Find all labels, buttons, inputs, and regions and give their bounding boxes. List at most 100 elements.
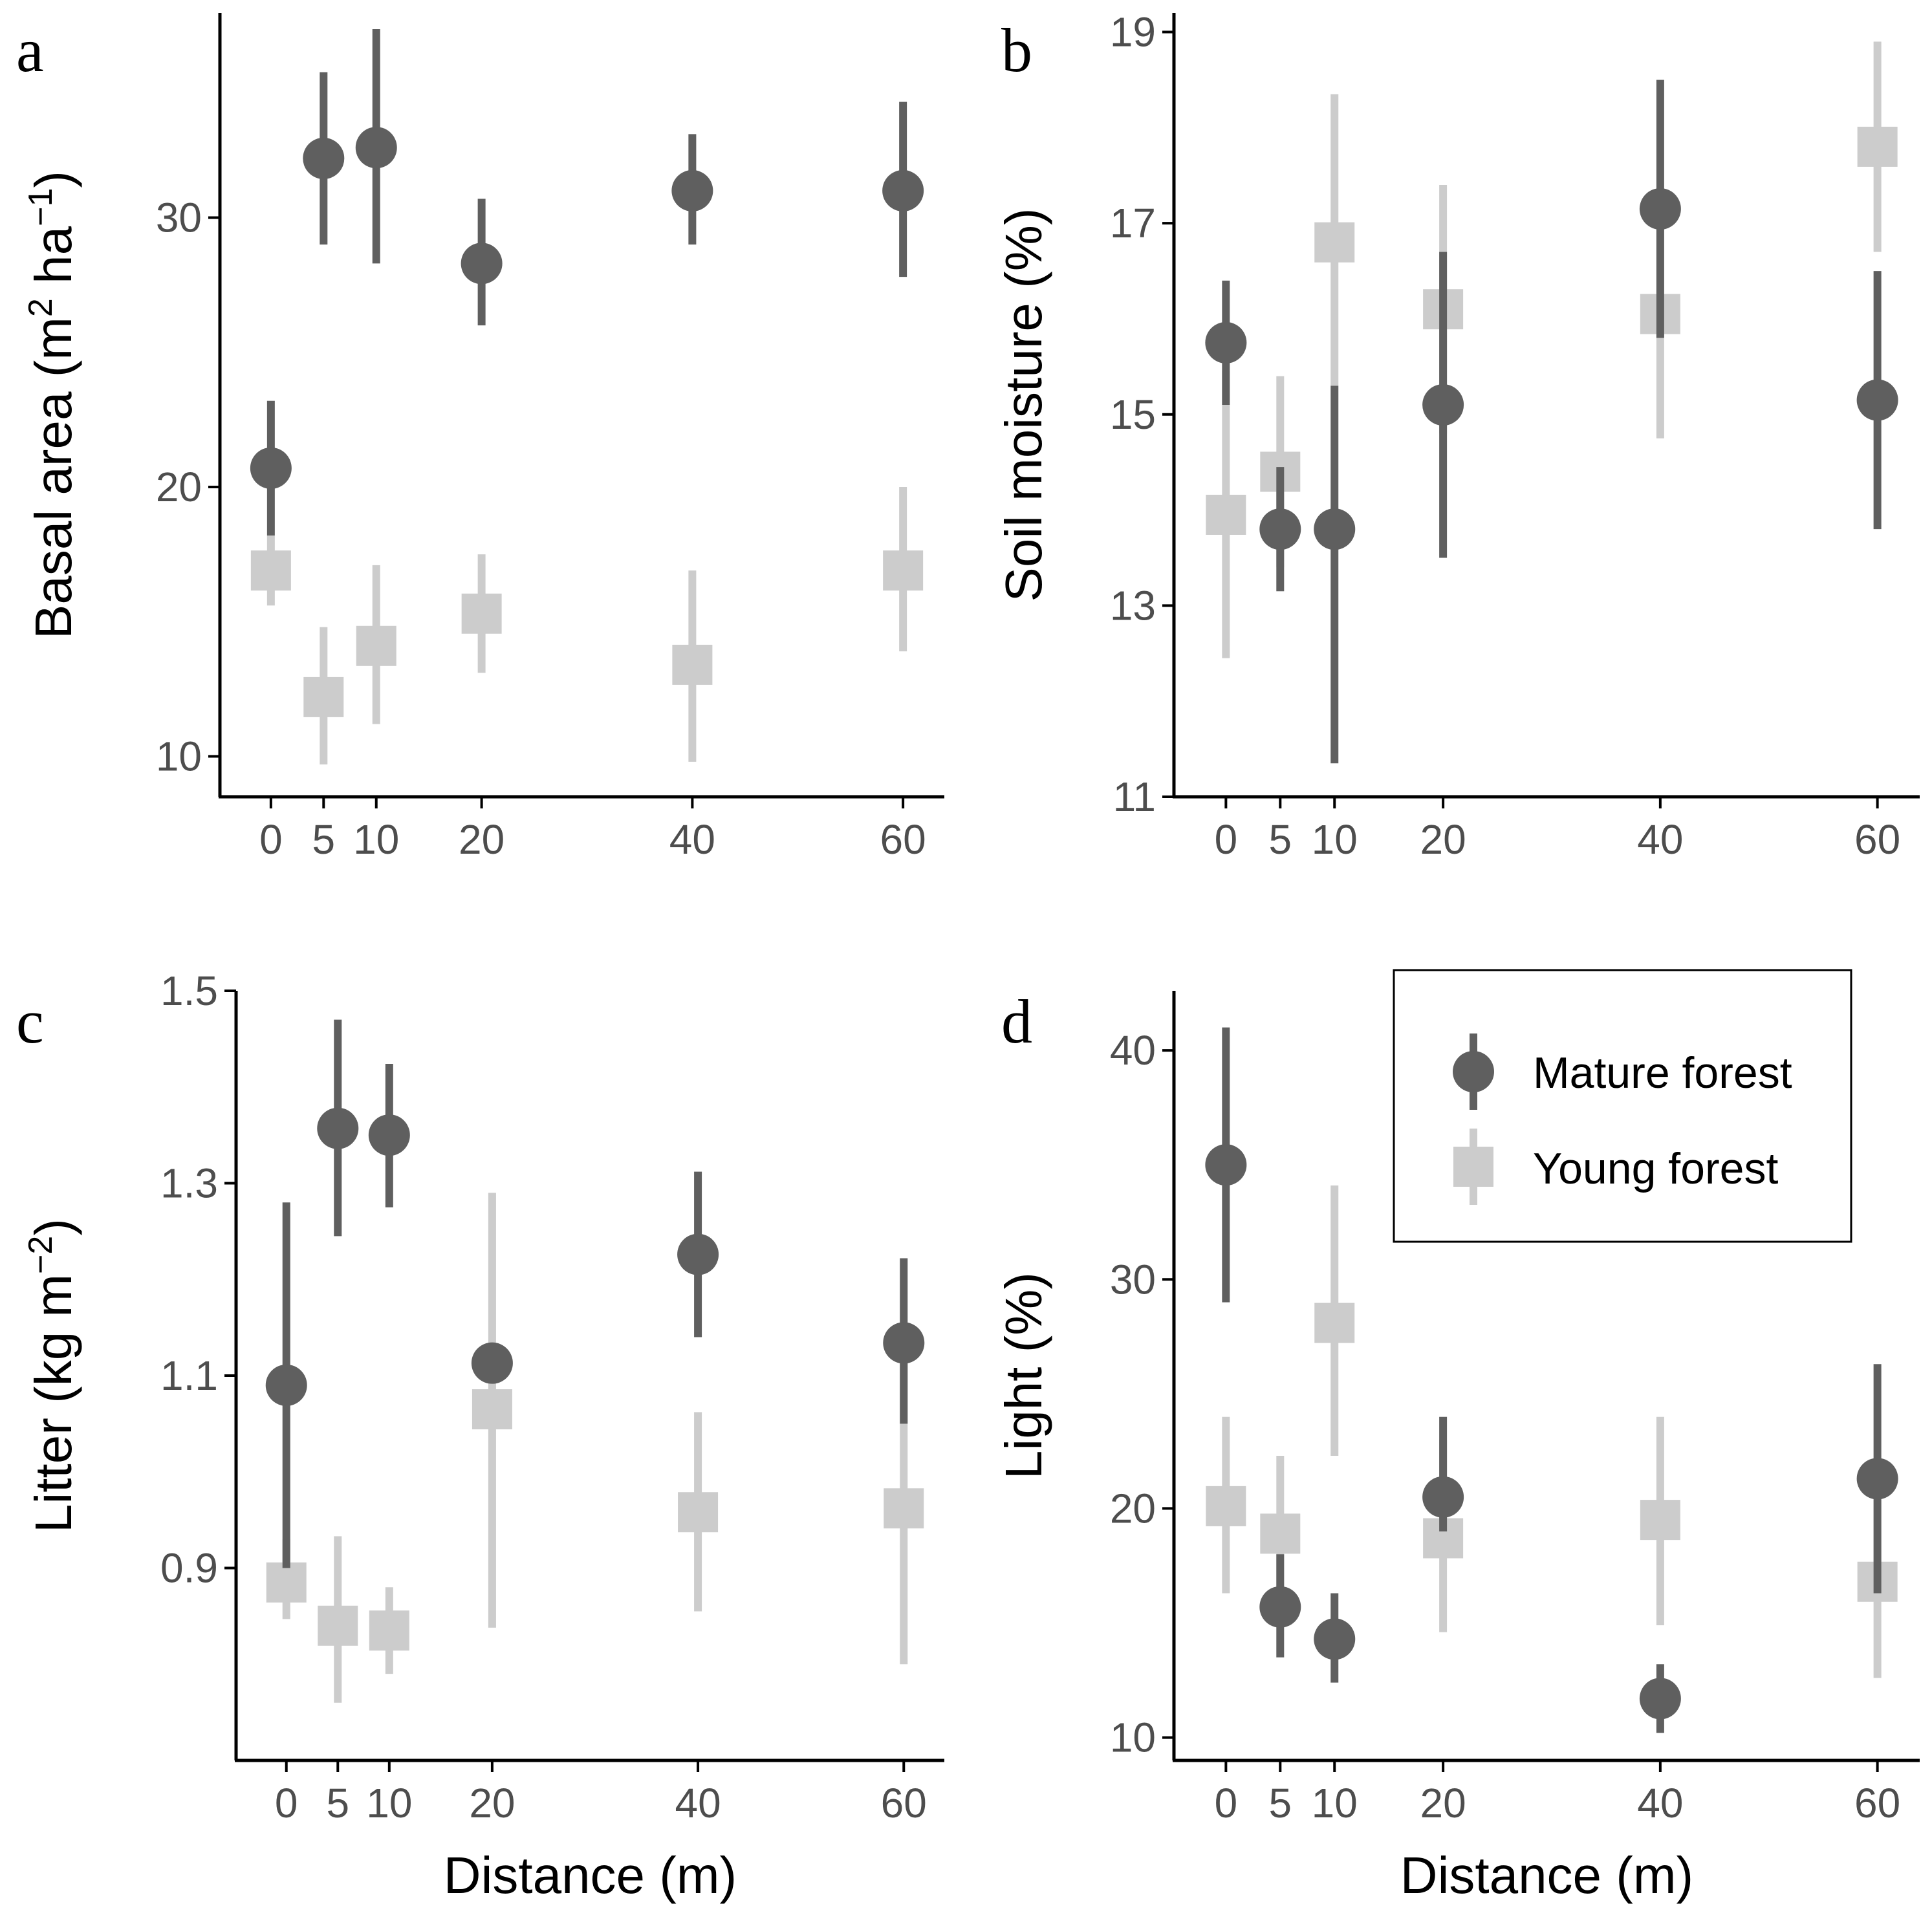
point-mature [1314,508,1356,550]
point-young [472,1389,512,1430]
point-young [1857,126,1898,167]
series-mature [250,28,924,536]
point-young [1640,1500,1680,1541]
x-tick-label: 40 [1637,816,1683,863]
x-tick-label: 60 [881,1780,927,1826]
x-tick-label: 40 [1637,1780,1683,1826]
point-young [356,625,396,666]
x-tick-label: 10 [1312,1780,1358,1826]
point-mature [368,1114,410,1156]
y-tick-label: 20 [1110,1485,1156,1531]
point-young [883,550,924,591]
point-young [250,550,291,591]
x-tick-label: 20 [1420,1780,1466,1826]
x-tick-label: 20 [1420,816,1466,863]
x-axis-title: Distance (m) [444,1846,737,1904]
series-young [250,487,924,765]
legend-young-label: Young forest [1533,1144,1778,1193]
point-young [884,1488,924,1529]
point-mature [461,243,503,285]
y-tick-label: 10 [156,733,202,780]
panel-c: c 0.9 1.1 1.3 1.5 0 5 10 20 40 60 Litter (kg m−2) Di… [16,968,944,1904]
point-mature [883,1322,925,1364]
x-tick-label: 5 [1269,1780,1292,1826]
x-tick-label: 5 [312,816,336,863]
y-tick-label: 15 [1110,391,1156,438]
point-mature [250,447,292,489]
y-axis-title: Soil moisture (%) [995,208,1052,601]
x-tick-label: 0 [275,1780,298,1826]
point-young [303,676,344,717]
y-tick-label: 11 [1113,774,1156,820]
y-tick-label: 17 [1110,200,1156,246]
point-mature [671,169,713,211]
x-tick-label: 10 [366,1780,412,1826]
point-mature [677,1233,719,1275]
y-tick-label: 10 [1110,1715,1156,1761]
panel-b: b 11 13 15 17 19 0 5 10 20 40 60 Soil moisture (%) [995,9,1920,863]
point-mature [471,1342,513,1384]
y-tick-label: 13 [1110,582,1156,629]
point-young [672,644,713,685]
y-tick-label: 0.9 [160,1545,218,1592]
point-young [369,1610,409,1651]
point-mature [303,137,345,179]
y-tick-label: 1.1 [160,1352,218,1399]
y-tick-label: 40 [1110,1027,1156,1074]
panel-d: d 10 20 30 40 0 5 10 20 40 60 Light (%) Distance (m) [995,987,1920,1904]
point-young [1206,494,1246,535]
y-axis-title: Light (%) [995,1272,1052,1479]
point-mature [882,169,924,211]
point-mature [1259,508,1301,550]
y-tick-label: 1.3 [160,1160,218,1207]
x-tick-label: 0 [1215,1780,1238,1826]
series-young [1206,1185,1898,1678]
y-axis-title: Basal area (m2 ha−1) [22,171,82,639]
point-young [678,1492,719,1533]
x-tick-label: 40 [675,1780,721,1826]
point-mature [1205,1144,1247,1186]
x-tick-label: 10 [1312,816,1358,863]
x-tick-label: 10 [353,816,399,863]
series-mature [1205,1027,1898,1733]
series-young [1206,41,1898,658]
point-mature [1422,1476,1464,1518]
panel-letter: a [16,16,44,85]
x-tick-label: 5 [326,1780,349,1826]
point-mature [1856,1458,1898,1500]
point-mature [1856,379,1898,421]
legend-mature-icon [1453,1051,1494,1092]
legend-box [1393,969,1852,1243]
point-young [266,1562,307,1603]
point-young [461,593,502,634]
point-young [1314,1303,1355,1343]
y-tick-label: 19 [1110,9,1156,56]
x-tick-label: 20 [469,1780,515,1826]
legend-young-icon [1453,1147,1493,1187]
point-young [1206,1486,1246,1526]
panel-letter: b [1001,16,1032,85]
x-tick-label: 0 [259,816,283,863]
panel-letter: d [1001,987,1032,1056]
point-mature [317,1107,359,1149]
point-mature [1314,1618,1356,1660]
panel-a: a 10 20 30 0 5 10 20 40 60 Basal area (m2 ha−1) [16,13,944,863]
series-young [266,1193,924,1703]
x-tick-label: 60 [880,816,926,863]
point-mature [1639,188,1681,230]
y-tick-label: 30 [156,195,202,241]
legend: Mature forest Young forest [1393,969,1852,1243]
y-tick-label: 20 [156,464,202,510]
point-mature [1205,321,1247,363]
y-tick-label: 30 [1110,1256,1156,1303]
y-axis-title: Litter (kg m−2) [22,1218,82,1533]
panel-letter: c [16,987,44,1056]
x-tick-label: 60 [1854,816,1900,863]
x-tick-label: 60 [1854,1780,1900,1826]
point-young [1260,1513,1301,1554]
series-mature [1205,80,1898,764]
point-mature [265,1364,307,1406]
legend-mature-label: Mature forest [1533,1048,1792,1098]
series-mature [265,1019,925,1568]
x-tick-label: 5 [1269,816,1292,863]
